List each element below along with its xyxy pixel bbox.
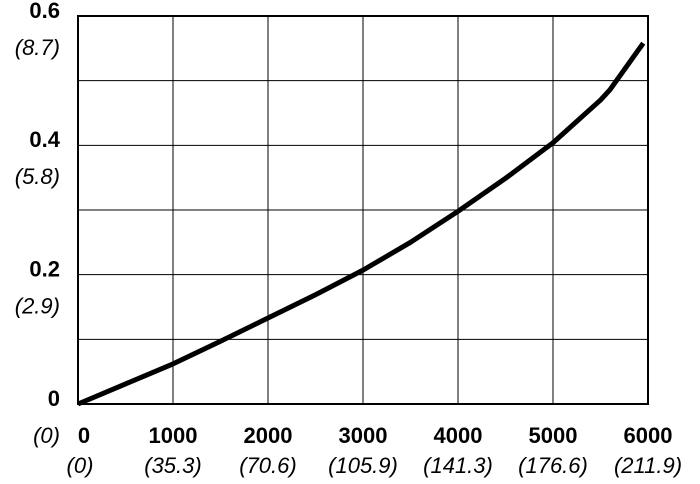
x-tick-label: 3000 bbox=[339, 423, 388, 448]
x-tick-label: 0 bbox=[78, 423, 90, 448]
y-tick-label-secondary: (2.9) bbox=[15, 293, 60, 318]
x-tick-label-secondary: (70.6) bbox=[239, 453, 296, 478]
x-tick-label-secondary: (0) bbox=[67, 453, 94, 478]
data-line bbox=[77, 41, 646, 407]
y-tick-label-secondary: (8.7) bbox=[15, 35, 60, 60]
x-tick-label: 6000 bbox=[624, 423, 673, 448]
x-tick-label-secondary: (105.9) bbox=[328, 453, 398, 478]
y-tick-label: 0.6 bbox=[29, 0, 60, 23]
x-tick-label-secondary: (141.3) bbox=[423, 453, 493, 478]
x-tick-label-secondary: (211.9) bbox=[614, 453, 682, 478]
x-tick-label: 1000 bbox=[149, 423, 198, 448]
x-tick-label: 5000 bbox=[529, 423, 578, 448]
y-tick-label: 0.2 bbox=[29, 256, 60, 281]
x-tick-label: 4000 bbox=[434, 423, 483, 448]
x-tick-label-secondary: (176.6) bbox=[518, 453, 588, 478]
plot-frame bbox=[77, 15, 649, 405]
x-tick-label: 2000 bbox=[244, 423, 293, 448]
x-tick-label-secondary: (35.3) bbox=[144, 453, 201, 478]
y-tick-label-secondary: (5.8) bbox=[15, 164, 60, 189]
y-tick-label: 0 bbox=[48, 386, 60, 411]
y-tick-label-secondary: (0) bbox=[33, 423, 60, 448]
y-tick-label: 0.4 bbox=[29, 127, 60, 152]
